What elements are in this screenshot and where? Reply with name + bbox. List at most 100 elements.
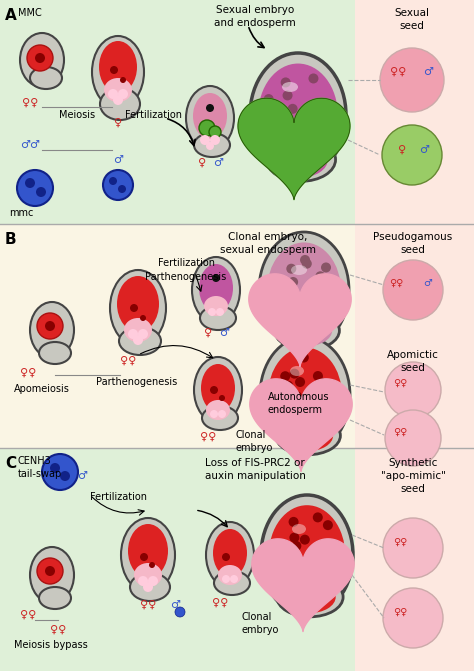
- Text: Fertilization: Fertilization: [90, 492, 147, 502]
- Circle shape: [103, 170, 133, 200]
- Text: Autonomous
endosperm: Autonomous endosperm: [268, 392, 329, 415]
- Text: ♂: ♂: [77, 471, 87, 481]
- Ellipse shape: [110, 270, 166, 346]
- Ellipse shape: [277, 577, 343, 617]
- Polygon shape: [252, 539, 354, 631]
- Ellipse shape: [213, 529, 247, 577]
- Circle shape: [208, 308, 216, 316]
- Text: mmc: mmc: [9, 208, 33, 218]
- Ellipse shape: [194, 133, 230, 157]
- Circle shape: [300, 255, 310, 265]
- Text: ♀♀: ♀♀: [140, 600, 156, 610]
- Circle shape: [283, 380, 293, 391]
- Circle shape: [279, 544, 289, 554]
- Ellipse shape: [193, 93, 227, 139]
- Ellipse shape: [201, 364, 235, 412]
- Bar: [0, 448, 474, 671]
- Text: Apomeiosis: Apomeiosis: [14, 384, 70, 394]
- Circle shape: [140, 553, 148, 561]
- Text: Synthetic
"apo-mimic"
seed: Synthetic "apo-mimic" seed: [381, 458, 446, 495]
- Circle shape: [276, 393, 286, 403]
- Circle shape: [301, 575, 310, 585]
- Circle shape: [263, 103, 273, 113]
- Circle shape: [282, 548, 292, 557]
- Text: ♀♀: ♀♀: [20, 368, 36, 378]
- Circle shape: [292, 391, 302, 401]
- Circle shape: [288, 104, 298, 114]
- Circle shape: [140, 315, 146, 321]
- Circle shape: [138, 576, 148, 586]
- Text: ♀♀: ♀♀: [393, 607, 407, 617]
- Text: ♀♀: ♀♀: [120, 356, 136, 366]
- Ellipse shape: [260, 337, 350, 453]
- Circle shape: [275, 129, 285, 139]
- Circle shape: [383, 518, 443, 578]
- Circle shape: [288, 277, 298, 287]
- Ellipse shape: [291, 265, 307, 275]
- Circle shape: [302, 259, 312, 268]
- Ellipse shape: [30, 67, 62, 89]
- Text: Parthenogenesis: Parthenogenesis: [145, 272, 226, 282]
- Bar: [0, 0, 474, 224]
- Circle shape: [295, 377, 305, 387]
- Circle shape: [307, 402, 317, 412]
- Circle shape: [328, 541, 338, 552]
- Ellipse shape: [121, 518, 175, 592]
- Text: Apomictic
seed: Apomictic seed: [387, 350, 439, 373]
- Ellipse shape: [290, 366, 304, 376]
- Circle shape: [316, 377, 326, 387]
- Ellipse shape: [283, 581, 336, 613]
- Ellipse shape: [206, 522, 254, 588]
- Circle shape: [323, 520, 333, 530]
- Ellipse shape: [199, 264, 233, 312]
- Circle shape: [17, 170, 53, 206]
- Circle shape: [289, 517, 299, 527]
- Text: Meiosis: Meiosis: [59, 110, 95, 120]
- Circle shape: [218, 410, 226, 418]
- Circle shape: [385, 410, 441, 466]
- Circle shape: [380, 48, 444, 112]
- Ellipse shape: [39, 587, 71, 609]
- Circle shape: [286, 133, 296, 143]
- Ellipse shape: [281, 420, 333, 452]
- Circle shape: [128, 329, 138, 339]
- Text: Fertilization: Fertilization: [158, 258, 215, 268]
- Ellipse shape: [280, 315, 332, 346]
- Circle shape: [308, 113, 318, 123]
- Text: Fertilization: Fertilization: [125, 110, 182, 120]
- Circle shape: [310, 131, 320, 141]
- Circle shape: [108, 89, 118, 99]
- Circle shape: [326, 545, 336, 555]
- Ellipse shape: [214, 571, 250, 595]
- Text: ♂: ♂: [423, 67, 433, 77]
- Text: Pseudogamous
seed: Pseudogamous seed: [374, 232, 453, 255]
- Circle shape: [299, 307, 309, 317]
- Circle shape: [36, 187, 46, 197]
- Text: ♂: ♂: [219, 328, 229, 338]
- Text: ♀♀: ♀♀: [50, 625, 66, 635]
- Circle shape: [327, 541, 337, 552]
- Ellipse shape: [261, 495, 353, 615]
- Circle shape: [35, 53, 45, 63]
- Ellipse shape: [104, 78, 132, 102]
- Ellipse shape: [275, 417, 340, 455]
- Ellipse shape: [266, 138, 336, 181]
- Ellipse shape: [250, 53, 346, 177]
- Ellipse shape: [206, 400, 230, 420]
- Ellipse shape: [204, 296, 228, 316]
- Circle shape: [37, 558, 63, 584]
- Text: ♀♀: ♀♀: [20, 610, 36, 620]
- Text: ♀♀: ♀♀: [390, 67, 406, 77]
- Circle shape: [210, 386, 218, 394]
- Ellipse shape: [192, 257, 240, 323]
- Circle shape: [37, 313, 63, 339]
- Circle shape: [385, 362, 441, 418]
- Circle shape: [283, 91, 292, 101]
- Text: ♀♀: ♀♀: [22, 98, 38, 108]
- Ellipse shape: [258, 64, 338, 166]
- Circle shape: [206, 104, 214, 112]
- Circle shape: [264, 94, 273, 104]
- Circle shape: [143, 582, 153, 592]
- Text: ♂: ♂: [419, 145, 429, 155]
- Text: Meiosis bypass: Meiosis bypass: [14, 640, 88, 650]
